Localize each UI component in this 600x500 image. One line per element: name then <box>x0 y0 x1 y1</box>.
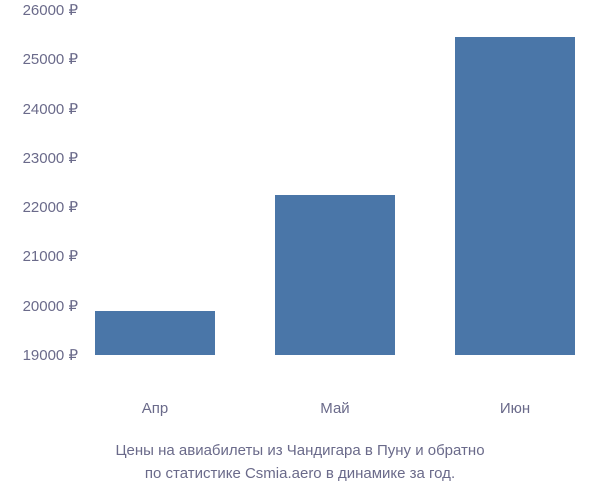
y-tick-label: 23000 ₽ <box>23 149 78 167</box>
y-tick-label: 22000 ₽ <box>23 198 78 216</box>
x-tick-label: Май <box>320 400 349 417</box>
bar-chart <box>85 10 595 395</box>
plot-area <box>85 10 595 375</box>
chart-bar <box>455 37 575 355</box>
caption-line-2: по статистике Csmia.aero в динамике за г… <box>145 465 455 482</box>
caption-line-1: Цены на авиабилеты из Чандигара в Пуну и… <box>115 442 484 459</box>
y-tick-label: 19000 ₽ <box>23 346 78 364</box>
x-tick-label: Апр <box>142 400 168 417</box>
y-tick-label: 25000 ₽ <box>23 50 78 68</box>
chart-bar <box>95 311 215 355</box>
x-tick-label: Июн <box>500 400 530 417</box>
chart-caption: Цены на авиабилеты из Чандигара в Пуну и… <box>0 440 600 485</box>
y-tick-label: 21000 ₽ <box>23 247 78 265</box>
y-tick-label: 20000 ₽ <box>23 297 78 315</box>
y-tick-label: 24000 ₽ <box>23 100 78 118</box>
chart-bar <box>275 195 395 355</box>
y-tick-label: 26000 ₽ <box>23 1 78 19</box>
